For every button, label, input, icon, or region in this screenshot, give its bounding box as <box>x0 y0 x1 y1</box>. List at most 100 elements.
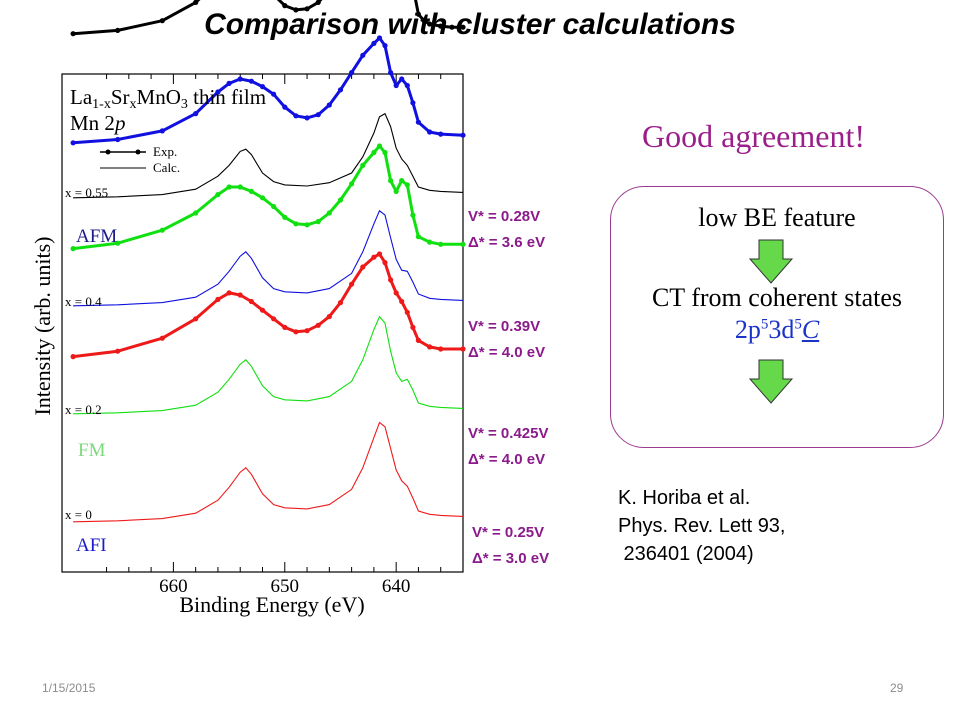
exp-point <box>349 281 355 287</box>
series-label-x0: x = 0 <box>65 507 92 522</box>
param-v: V* = 0.425V <box>468 425 549 442</box>
formula-part: 3d <box>768 315 795 344</box>
exp-point <box>226 80 232 86</box>
exp-point <box>159 227 165 233</box>
down-arrow-icon <box>748 239 794 284</box>
param-delta: Δ* = 4.0 eV <box>468 451 546 468</box>
down-arrow-icon <box>748 359 794 404</box>
exp-point <box>315 322 321 328</box>
exp-point <box>415 11 421 17</box>
exp-point <box>115 348 121 354</box>
exp-point <box>315 0 321 5</box>
exp-point <box>259 307 266 313</box>
exp-point <box>326 102 332 108</box>
formula-sup: 5 <box>760 316 769 333</box>
exp-point <box>393 290 399 296</box>
phase-label-afi: AFI <box>76 535 107 556</box>
exp-point <box>193 0 199 5</box>
exp-point <box>337 300 344 306</box>
params-afm: V* = 0.28V Δ* = 3.6 eV <box>468 204 545 256</box>
params-x04: V* = 0.39V Δ* = 4.0 eV <box>468 314 545 366</box>
exp-point <box>460 24 466 30</box>
exp-point <box>410 212 416 218</box>
exp-point <box>376 251 383 257</box>
exp-point <box>388 70 394 76</box>
exp-point <box>248 298 254 305</box>
exp-point <box>382 43 388 49</box>
exp-point <box>393 82 399 89</box>
exp-point <box>248 78 254 84</box>
exp-point <box>371 40 377 47</box>
phase-label-afm: AFM <box>76 226 117 247</box>
calc-curve <box>73 209 464 307</box>
exp-point <box>388 277 394 283</box>
exp-point <box>449 24 455 30</box>
exp-point <box>399 76 405 82</box>
exp-point <box>427 344 433 350</box>
exp-point <box>70 354 76 360</box>
exp-point <box>259 84 266 90</box>
exp-point <box>371 149 377 156</box>
exp-point <box>193 111 199 117</box>
exp-point <box>404 182 410 188</box>
exp-point <box>282 214 288 220</box>
exp-point <box>438 241 444 247</box>
exp-point <box>326 210 332 216</box>
exp-point <box>237 184 243 190</box>
exp-point <box>248 188 254 194</box>
exp-point <box>410 324 416 330</box>
exp-point <box>349 70 355 76</box>
exp-point <box>304 6 310 12</box>
exp-point <box>159 128 165 134</box>
exp-point <box>415 337 421 343</box>
exp-point <box>259 195 266 201</box>
calc-curve <box>73 112 464 199</box>
exp-point <box>404 82 410 89</box>
exp-point <box>215 192 221 198</box>
exp-point <box>293 113 299 119</box>
param-v: V* = 0.28V <box>468 208 541 225</box>
slide-title: Comparison with cluster calculations <box>204 8 736 41</box>
calc-curve <box>73 315 464 415</box>
exp-point <box>410 100 416 106</box>
exp-point <box>427 129 433 135</box>
exp-point <box>360 52 366 58</box>
exp-point <box>371 254 377 260</box>
exp-point <box>115 136 121 143</box>
exp-point <box>304 115 310 121</box>
exp-point <box>215 296 221 302</box>
exp-point <box>215 89 221 95</box>
param-v: V* = 0.25V <box>472 524 545 541</box>
x-tick-label: 640 <box>382 576 411 597</box>
params-fm: V* = 0.425V Δ* = 4.0 eV <box>468 421 548 473</box>
phase-label-fm: FM <box>78 440 106 461</box>
params-afi: V* = 0.25V Δ* = 3.0 eV <box>472 520 549 572</box>
exp-point <box>293 221 299 227</box>
legend: Exp. Calc. <box>100 144 180 175</box>
exp-point <box>393 188 399 194</box>
exp-point <box>399 298 405 305</box>
legend-calc-label: Calc. <box>153 160 180 175</box>
exp-point <box>349 181 355 187</box>
exp-point <box>159 335 165 341</box>
good-agreement-headline: Good agreement! <box>642 118 866 154</box>
exp-point <box>360 162 366 168</box>
chart-title-line2: Mn 2p <box>70 111 125 135</box>
exp-point <box>460 346 466 352</box>
formula-sup: 5 <box>794 316 802 333</box>
param-delta: Δ* = 3.0 eV <box>472 550 550 567</box>
exp-point <box>427 239 433 245</box>
exp-point <box>376 35 383 41</box>
exp-point <box>337 197 344 203</box>
box-line-low-be: low BE feature <box>698 203 856 232</box>
exp-point <box>70 31 76 37</box>
exp-point <box>415 234 421 240</box>
exp-point <box>460 241 466 247</box>
slide-date: 1/15/2015 <box>42 681 96 695</box>
formula-2p5-3d5-c: 2p53d5C <box>611 315 943 345</box>
exp-point <box>282 104 288 110</box>
param-v: V* = 0.39V <box>468 318 541 335</box>
exp-point <box>438 346 444 352</box>
